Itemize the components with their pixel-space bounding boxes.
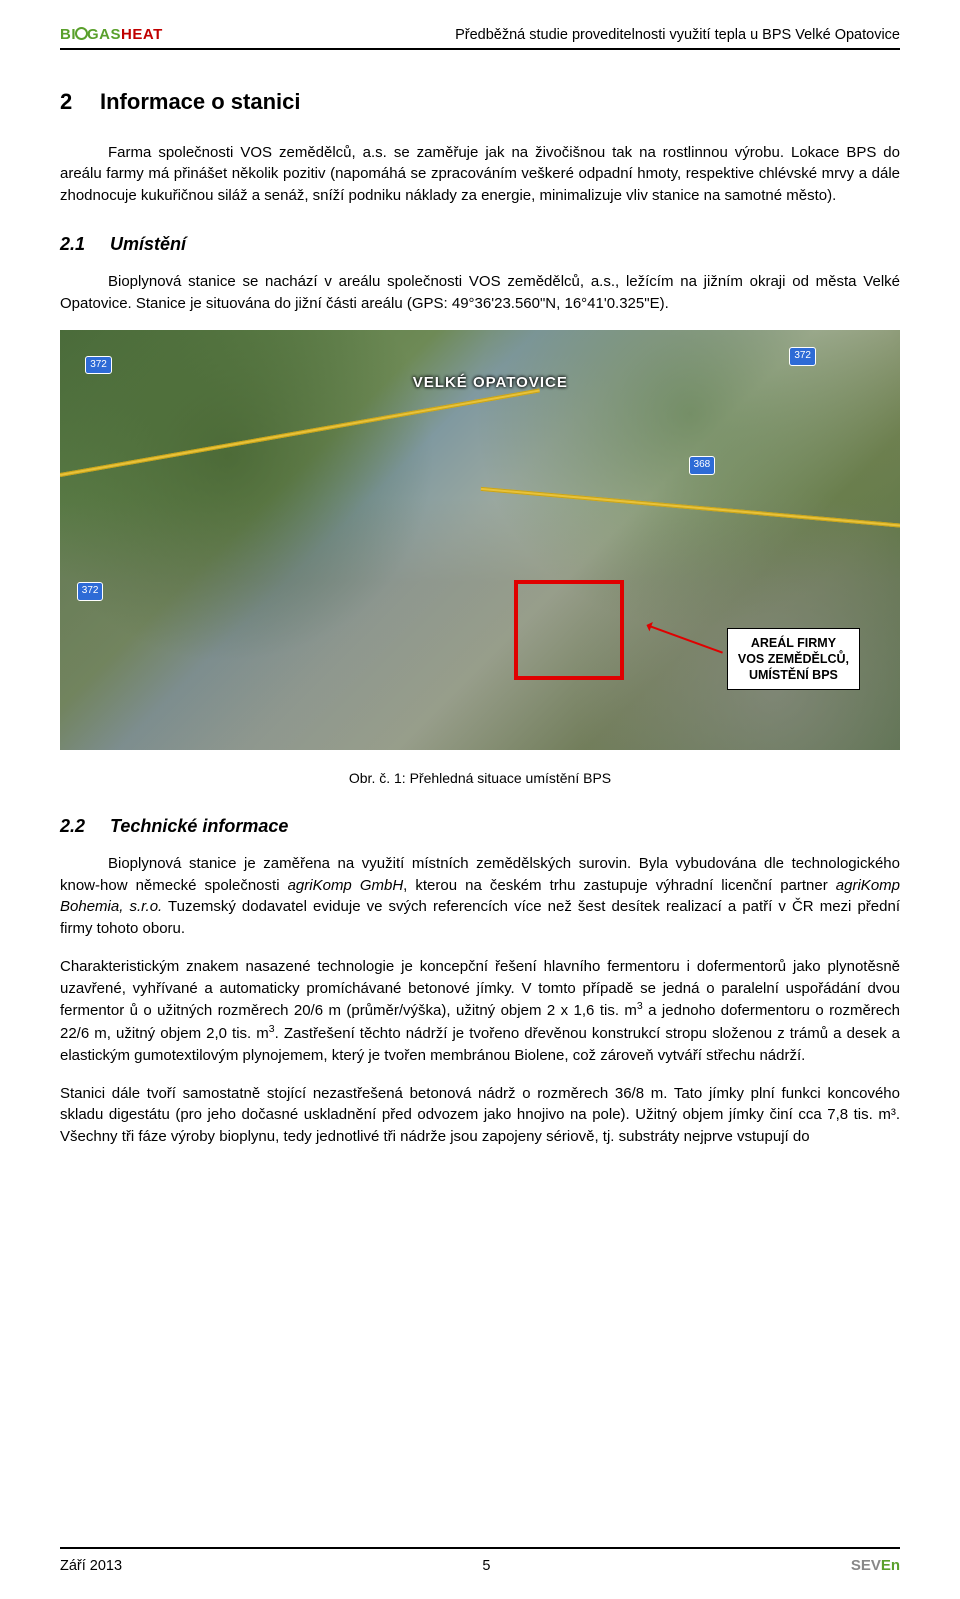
footer-date: Září 2013 [60, 1556, 122, 1577]
road-shield-4: 368 [689, 456, 716, 475]
section-2-heading: 2Informace o stanici [60, 86, 900, 118]
map-highlight-box [514, 580, 624, 680]
document-title: Předběžná studie proveditelnosti využití… [455, 25, 900, 46]
road-shield-2: 372 [789, 347, 816, 366]
section-2-2-number: 2.2 [60, 813, 110, 839]
section-2-1-title: Umístění [110, 234, 186, 254]
map-road-1 [60, 389, 540, 478]
map-callout-box: AREÁL FIRMY VOS ZEMĚDĚLCŮ, UMÍSTĚNÍ BPS [727, 628, 860, 691]
section-2-number: 2 [60, 86, 100, 118]
logo-part-gas: GAS [87, 26, 121, 43]
figure-1-caption: Obr. č. 1: Přehledná situace umístění BP… [60, 768, 900, 788]
p1-text-b: , kterou na českém trhu zastupuje výhrad… [403, 877, 836, 894]
map-figure: VELKÉ OPATOVICE 372 372 372 368 AREÁL FI… [60, 330, 900, 750]
road-shield-1: 372 [85, 356, 112, 375]
map-town-label: VELKÉ OPATOVICE [413, 372, 568, 394]
logo-part-bi: BI [60, 26, 76, 43]
road-shield-3: 372 [77, 582, 104, 601]
page-header: BI GASHEAT Předběžná studie proveditelnos… [60, 24, 900, 50]
logo-seven-sev: SEV [851, 1557, 881, 1574]
section-2-2-paragraph-2: Charakteristickým znakem nasazené techno… [60, 956, 900, 1067]
logo-biogasheat: BI GASHEAT [60, 24, 163, 46]
footer-page-number: 5 [482, 1556, 490, 1577]
map-road-2 [481, 487, 900, 531]
section-2-1-heading: 2.1Umístění [60, 231, 900, 257]
logo-part-heat: HEAT [121, 26, 163, 43]
section-2-2-heading: 2.2Technické informace [60, 813, 900, 839]
section-2-2-paragraph-3: Stanici dále tvoří samostatně stojící ne… [60, 1083, 900, 1148]
section-2-title: Informace o stanici [100, 89, 301, 114]
callout-arrow-icon [647, 625, 723, 654]
section-2-paragraph-1: Farma společnosti VOS zemědělců, a.s. se… [60, 142, 900, 207]
section-2-2-paragraph-1: Bioplynová stanice je zaměřena na využit… [60, 853, 900, 940]
section-2-2-title: Technické informace [110, 816, 288, 836]
p1-emph-1: agriKomp GmbH [288, 877, 404, 894]
logo-seven-en: En [881, 1557, 900, 1574]
callout-line-1: AREÁL FIRMY [738, 635, 849, 651]
page-footer: Září 2013 5 SEVEn [60, 1547, 900, 1577]
callout-line-3: UMÍSTĚNÍ BPS [738, 667, 849, 683]
section-2-1-number: 2.1 [60, 231, 110, 257]
logo-seven: SEVEn [851, 1555, 900, 1577]
section-2-1-paragraph-1: Bioplynová stanice se nachází v areálu s… [60, 271, 900, 315]
p1-text-c: Tuzemský dodavatel eviduje ve svých refe… [60, 898, 900, 937]
callout-line-2: VOS ZEMĚDĚLCŮ, [738, 651, 849, 667]
